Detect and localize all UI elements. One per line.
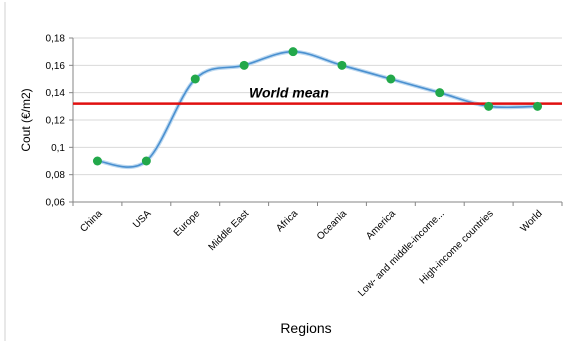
gridlines [73, 37, 562, 176]
x-tick-label: America [364, 208, 398, 242]
x-tick-label: Oceania [315, 208, 349, 242]
data-point [386, 74, 396, 84]
y-tick-label: 0,1 [51, 143, 65, 154]
x-tick-label: Africa [274, 208, 300, 234]
y-tick-label: 0,18 [46, 34, 66, 45]
data-point [435, 88, 445, 98]
y-tick-label: 0,16 [46, 61, 66, 72]
y-tick-label: 0,08 [46, 170, 66, 181]
reference-line-label: World mean [249, 85, 329, 101]
y-axis-title: Cout (€/m2) [19, 88, 33, 151]
series-line [95, 49, 540, 170]
x-tick-label: World [519, 208, 545, 234]
x-tick-label: USA [131, 208, 154, 231]
y-tick-labels: 0,06 0,08 0,1 0,12 0,14 0,16 0,18 [46, 34, 66, 209]
data-point [141, 156, 151, 166]
x-axis-title: Regions [280, 320, 331, 336]
x-tick-label: Europe [172, 208, 203, 239]
x-tick-labels: China USA Europe Middle East Africa Oceania Am… [78, 208, 544, 299]
y-tick-label: 0,06 [46, 198, 66, 209]
data-point [190, 74, 200, 84]
data-point [92, 156, 102, 166]
x-tick-label: Low- and middle-income... [356, 208, 447, 299]
x-tick-label: Middle East [207, 208, 252, 253]
data-point [288, 47, 298, 57]
y-tick-label: 0,12 [46, 116, 66, 127]
series-line-glow [95, 49, 540, 170]
y-tick-label: 0,14 [46, 88, 66, 99]
data-point [533, 101, 543, 111]
series-markers [92, 47, 543, 166]
x-tick-label: China [78, 208, 105, 235]
data-point [239, 60, 249, 70]
axes [69, 37, 563, 206]
data-point [337, 60, 347, 70]
series-line-path [96, 50, 539, 168]
data-point [484, 101, 494, 111]
